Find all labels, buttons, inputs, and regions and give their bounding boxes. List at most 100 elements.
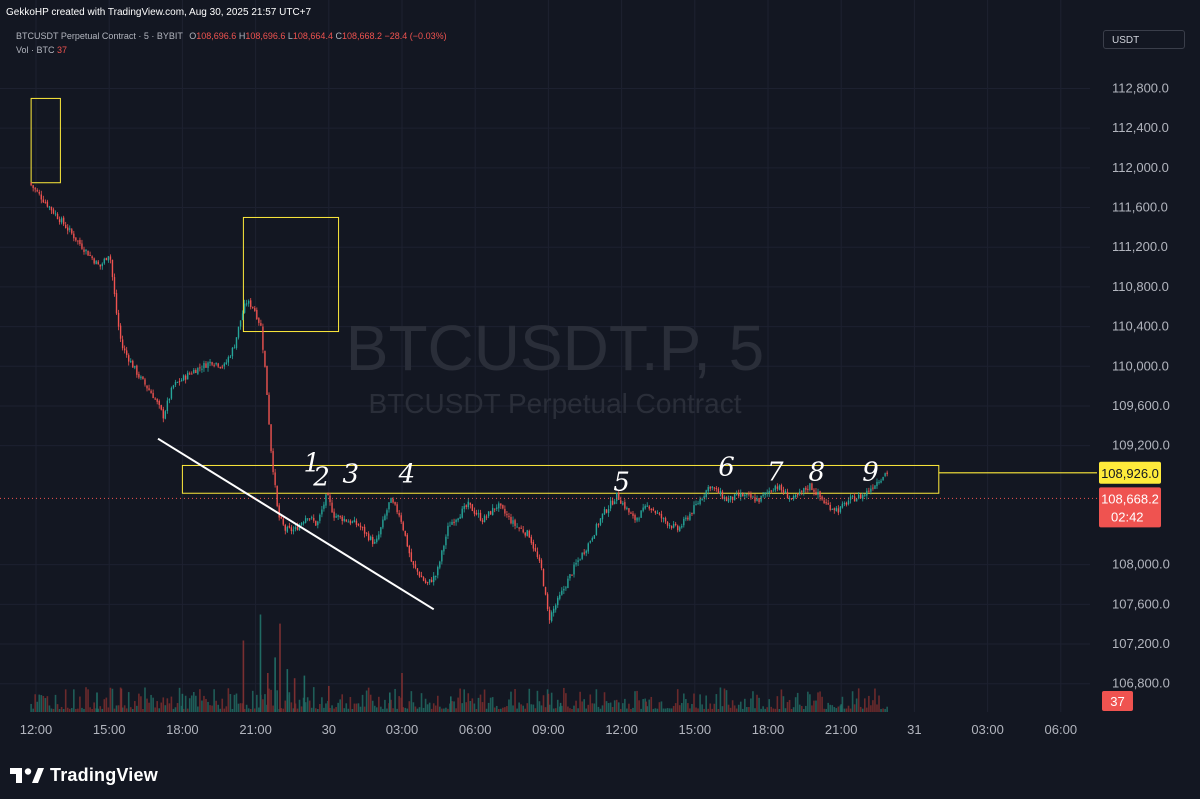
candle-body xyxy=(268,394,270,425)
candle-body xyxy=(536,551,539,558)
volume-bar xyxy=(73,689,75,712)
candle-body xyxy=(205,363,207,368)
price-axis-background xyxy=(1097,0,1200,712)
candle-body xyxy=(353,520,356,523)
volume-bar xyxy=(491,697,494,712)
volume-bar xyxy=(83,708,85,712)
volume-bar xyxy=(701,704,703,712)
candle-body xyxy=(443,545,445,552)
candle-body xyxy=(91,256,93,259)
candle-body xyxy=(158,400,160,405)
time-axis[interactable]: 12:00 15:00 18:00 21:00 30 03:00 06:00 09:00 12:… xyxy=(20,722,1077,737)
volume-bar xyxy=(89,707,91,712)
symbol-title[interactable]: BTCUSDT Perpetual Contract · 5 · BYBIT xyxy=(16,31,183,41)
currency-button[interactable]: USDT xyxy=(1103,30,1185,49)
ohlc-close-value: 108,668.2 xyxy=(341,31,383,41)
volume-bar xyxy=(737,704,740,712)
candle-body xyxy=(125,350,128,355)
candle-body xyxy=(884,473,886,477)
volume-bar xyxy=(207,701,209,712)
candle-body xyxy=(315,520,317,526)
volume-bar xyxy=(731,700,734,712)
candle-body xyxy=(563,588,565,591)
handwritten-label: 1 xyxy=(303,448,320,478)
candle-body xyxy=(168,398,171,401)
volume-bar xyxy=(607,703,610,712)
candle-body xyxy=(587,543,589,552)
candle-body xyxy=(506,514,508,516)
candle-body xyxy=(170,387,173,399)
volume-bar xyxy=(99,706,102,712)
price-tick-label: 112,800.0 xyxy=(1112,81,1169,96)
volume-bar xyxy=(96,692,98,712)
volume-bar xyxy=(274,657,276,712)
candle-body xyxy=(243,303,246,313)
price-tick-label: 106,800.0 xyxy=(1112,676,1170,691)
volume-bar xyxy=(658,702,661,712)
candle-body xyxy=(815,491,817,496)
candle-body xyxy=(845,502,848,505)
volume-bar xyxy=(363,706,366,712)
candle-body xyxy=(811,483,813,490)
volume-bar xyxy=(146,698,148,712)
price-tick-label: 107,600.0 xyxy=(1112,596,1170,611)
candle-body xyxy=(144,379,146,385)
candle-body xyxy=(494,508,496,510)
candle-body xyxy=(851,495,854,497)
candle-body xyxy=(624,502,626,509)
volume-bar xyxy=(180,705,183,712)
volume-bar xyxy=(554,708,557,712)
candle-body xyxy=(461,508,463,518)
volume-bar xyxy=(286,669,289,712)
candle-body xyxy=(685,517,687,520)
candle-body xyxy=(428,579,431,583)
volume-bar xyxy=(77,708,79,712)
candle-body xyxy=(534,547,537,551)
volume-bar xyxy=(56,704,59,712)
time-tick-label: 21:00 xyxy=(239,722,272,737)
volume-bar xyxy=(727,704,730,712)
volume-bar xyxy=(70,708,73,712)
candle-body xyxy=(231,347,234,357)
volume-bar xyxy=(646,706,649,712)
candle-body xyxy=(71,229,73,234)
volume-bar xyxy=(758,697,760,712)
candle-body xyxy=(406,534,408,547)
candle-body xyxy=(579,559,581,561)
candle-body xyxy=(847,500,850,505)
volume-legend-title[interactable]: Vol · BTC xyxy=(16,45,55,55)
candle-body xyxy=(843,502,846,504)
volume-bar xyxy=(142,708,144,712)
candle-body xyxy=(430,579,433,583)
volume-bar xyxy=(400,697,402,712)
candle-body xyxy=(526,530,528,536)
candle-body xyxy=(750,493,752,498)
candle-body xyxy=(199,367,201,369)
candle-body xyxy=(374,541,376,544)
volume-bar xyxy=(861,708,864,712)
volume-bar xyxy=(676,689,679,712)
volume-bar xyxy=(343,708,346,712)
candle-body xyxy=(638,518,640,520)
volume-bar xyxy=(54,694,57,712)
price-axis[interactable]: 112,800.0 112,400.0 112,000.0 111,600.0 111,… xyxy=(1097,0,1200,712)
candle-body xyxy=(807,488,809,490)
volume-bar xyxy=(447,708,449,712)
candle-body xyxy=(286,526,289,532)
candle-body xyxy=(864,494,866,496)
volume-bar xyxy=(237,703,240,712)
volume-bar xyxy=(243,708,246,712)
volume-bar xyxy=(587,704,590,712)
candle-body xyxy=(156,399,158,402)
volume-bar xyxy=(520,704,522,712)
volume-bar xyxy=(111,688,114,712)
volume-bar xyxy=(414,706,417,712)
candle-body xyxy=(111,259,114,278)
time-tick-label: 18:00 xyxy=(752,722,785,737)
candle-body xyxy=(337,515,339,517)
candle-body xyxy=(113,277,116,295)
tradingview-logo[interactable]: TradingView xyxy=(10,765,158,786)
candle-body xyxy=(463,505,465,509)
volume-value-tag xyxy=(1102,691,1133,711)
